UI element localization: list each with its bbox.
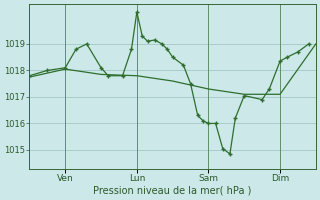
X-axis label: Pression niveau de la mer( hPa ): Pression niveau de la mer( hPa ) bbox=[93, 186, 252, 196]
